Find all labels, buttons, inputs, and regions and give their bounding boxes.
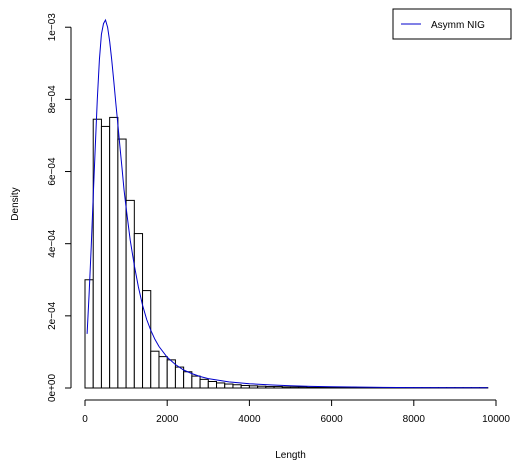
histogram-bar — [174, 366, 185, 389]
histogram-bar — [100, 125, 111, 389]
density-curve-layer — [86, 18, 488, 389]
x-tick-label: 2000 — [156, 414, 179, 425]
histogram-bar — [281, 386, 291, 389]
y-axis-label: Density — [10, 187, 21, 220]
histogram-bars — [84, 116, 489, 389]
legend: Asymm NIG — [392, 8, 512, 40]
histogram-bar — [248, 385, 259, 389]
histogram-bar — [158, 356, 168, 389]
histogram-bar — [133, 233, 144, 389]
x-tick-label: 6000 — [320, 414, 343, 425]
legend-box — [392, 8, 512, 40]
histogram-bar — [142, 290, 152, 389]
axes — [70, 27, 496, 401]
histogram-bar — [306, 386, 316, 389]
histogram-bar — [273, 386, 283, 389]
y-tick-label: 4e−04 — [47, 229, 58, 258]
histogram-bar — [224, 383, 234, 389]
histogram-bar — [331, 386, 341, 389]
histogram-bar — [150, 350, 160, 389]
y-tick-label: 6e−04 — [47, 157, 58, 186]
x-axis-ticks: 0 2000 4000 6000 8000 10000 — [82, 400, 510, 425]
x-tick-label: 0 — [82, 414, 88, 425]
histogram-bar — [183, 371, 193, 389]
x-axis-label: Length — [275, 450, 306, 461]
histogram-bar — [207, 381, 218, 389]
histogram-bar — [290, 386, 300, 389]
histogram-bar — [240, 384, 250, 389]
histogram-bar — [216, 382, 226, 389]
y-tick-label: 0e+00 — [47, 374, 58, 403]
y-tick-label: 8e−04 — [47, 85, 58, 114]
histogram-bar — [298, 386, 308, 389]
y-tick-label: 2e−04 — [47, 301, 58, 330]
histogram-bar — [265, 386, 275, 389]
legend-entry-asymm-nig: Asymm NIG — [431, 20, 485, 31]
y-tick-label: 1e−03 — [47, 13, 58, 42]
histogram-bar — [117, 138, 127, 389]
histogram-bar — [125, 199, 135, 389]
asymm-nig-curve — [86, 18, 488, 389]
x-tick-label: 10000 — [482, 414, 510, 425]
histogram-bar — [109, 116, 119, 389]
histogram-bar — [232, 384, 242, 389]
x-tick-label: 8000 — [403, 414, 426, 425]
y-axis-ticks: 0e+00 2e−04 4e−04 6e−04 8e−04 1e−03 — [47, 13, 71, 402]
histogram-bar — [314, 386, 324, 389]
x-tick-label: 4000 — [238, 414, 261, 425]
histogram-bar — [257, 385, 267, 389]
histogram-bar — [199, 378, 209, 389]
histogram-bar — [191, 375, 201, 389]
histogram-bar — [322, 386, 333, 389]
